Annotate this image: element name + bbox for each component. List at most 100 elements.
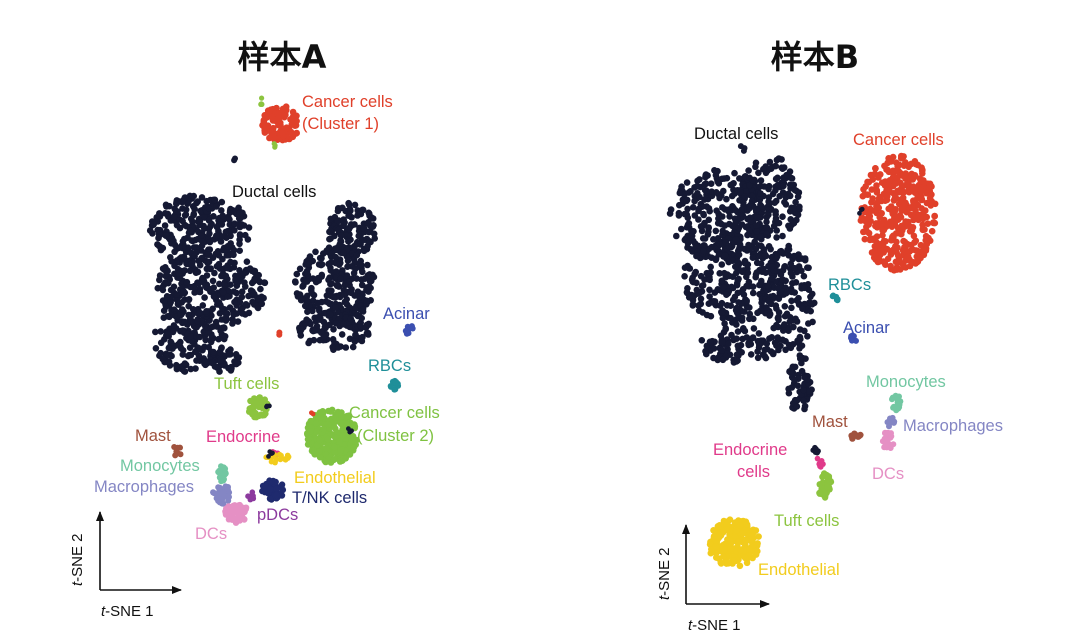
point-a-ductal (358, 281, 366, 289)
point-a-ductal (312, 248, 319, 256)
point-a-ductal (171, 262, 178, 270)
point-a-ductal (340, 220, 347, 228)
point-b-ductal (681, 273, 688, 280)
point-a-ductal (218, 233, 226, 240)
point-b-ductal (732, 206, 739, 214)
point-b-ductal (719, 308, 727, 316)
point-a-ductal (198, 232, 205, 239)
point-a-ductal (176, 244, 183, 251)
label-b-macrophages: Macrophages (903, 417, 1003, 435)
point-a-ductal (364, 321, 372, 329)
point-a-ductal (202, 358, 209, 365)
point-b-ductal (694, 190, 701, 197)
point-a-ductal (318, 273, 325, 280)
point-b-ductal (707, 180, 715, 187)
point-b-tuft (826, 478, 834, 485)
point-a-ductal (196, 333, 204, 341)
point-a-ductal (198, 254, 205, 262)
point-b-ductal (734, 277, 742, 284)
point-b-cancer (870, 235, 878, 242)
point-a-ductal (173, 221, 181, 229)
point-b-ductal (683, 289, 691, 297)
panel-a-points (146, 95, 416, 526)
point-a-cancer-1 (287, 116, 294, 123)
point-b-ductal (794, 382, 801, 390)
label-a-dcs: DCs (195, 525, 227, 543)
point-a-ductal (303, 316, 310, 324)
point-a-cancer-2 (347, 429, 353, 435)
point-a-cancer-1 (276, 122, 284, 129)
point-a-ductal (181, 318, 189, 326)
point-b-ductal (768, 263, 776, 270)
point-a-ductal (168, 234, 176, 242)
point-a-cancer-2 (331, 448, 339, 456)
point-a-ductal (222, 314, 230, 321)
point-a-ductal (236, 210, 243, 217)
point-a-ductal (196, 261, 204, 269)
point-b-ductal (705, 205, 713, 212)
point-b-macrophages (886, 423, 892, 430)
point-a-mast (177, 451, 184, 458)
point-b-ductal (767, 348, 775, 355)
point-a-ductal (181, 360, 189, 367)
point-b-cancer (928, 227, 936, 235)
point-a-ductal (261, 279, 268, 286)
point-a-ductal (353, 251, 361, 259)
point-a-ductal (232, 351, 240, 358)
point-a-ductal (152, 328, 159, 336)
point-a-ductal (306, 337, 314, 345)
point-b-ductal (691, 197, 698, 205)
point-b-ductal (757, 177, 765, 184)
point-b-ductal (685, 189, 693, 196)
point-b-ductal (719, 339, 726, 346)
point-b-monocytes (895, 396, 902, 403)
point-b-ductal (772, 162, 779, 170)
point-a-ductal (203, 308, 210, 315)
label-a-cancer-cells-2-line2: (Cluster 2) (357, 427, 434, 445)
point-b-ductal (746, 181, 753, 189)
panel-b: 样本B Ductal cells Cancer cells RBCs Acina… (656, 38, 1003, 634)
point-b-ductal (735, 251, 743, 258)
point-a-cancer-1 (292, 130, 300, 137)
point-a-macrophages (211, 490, 218, 497)
point-b-ductal (773, 156, 781, 164)
point-a-ductal (168, 339, 175, 347)
point-b-ductal (774, 284, 782, 292)
point-a-endothelial (278, 452, 284, 459)
point-b-ductal (767, 245, 774, 253)
point-a-ductal (165, 344, 173, 352)
point-b-cancer (923, 213, 930, 221)
point-b-cancer (893, 238, 900, 246)
point-b-endothelial (712, 543, 720, 550)
point-a-cancer-1 (274, 110, 282, 118)
point-b-ductal (719, 204, 726, 211)
point-a-ductal (191, 289, 198, 296)
point-a-ductal (297, 332, 305, 339)
point-b-ductal (760, 165, 767, 173)
point-b-ductal (742, 188, 750, 195)
point-b-ductal (701, 196, 708, 203)
point-a-ductal (334, 226, 342, 234)
point-b-ductal (716, 194, 723, 202)
point-a-ductal (335, 261, 343, 269)
point-b-ductal (796, 345, 803, 352)
point-b-ductal (755, 169, 762, 177)
point-b-ductal (791, 264, 798, 272)
point-a-ductal (365, 283, 373, 291)
point-b-ductal (807, 307, 814, 315)
point-a-ductal (155, 234, 162, 242)
point-b-endothelial (748, 532, 755, 540)
point-a-ductal (359, 268, 366, 276)
point-b-ductal (725, 258, 732, 266)
point-b-cancer (873, 182, 880, 189)
point-b-ductal (779, 213, 786, 220)
point-a-ductal (325, 260, 333, 268)
point-b-dcs (879, 438, 886, 445)
point-a-ductal (301, 302, 309, 310)
point-a-ductal (219, 212, 227, 220)
point-a-tnk (273, 491, 280, 499)
point-b-ductal (774, 253, 781, 260)
point-a-cancer-stray (276, 331, 283, 338)
point-b-endothelial (724, 526, 732, 534)
label-b-endocrine-line2: cells (737, 463, 770, 481)
